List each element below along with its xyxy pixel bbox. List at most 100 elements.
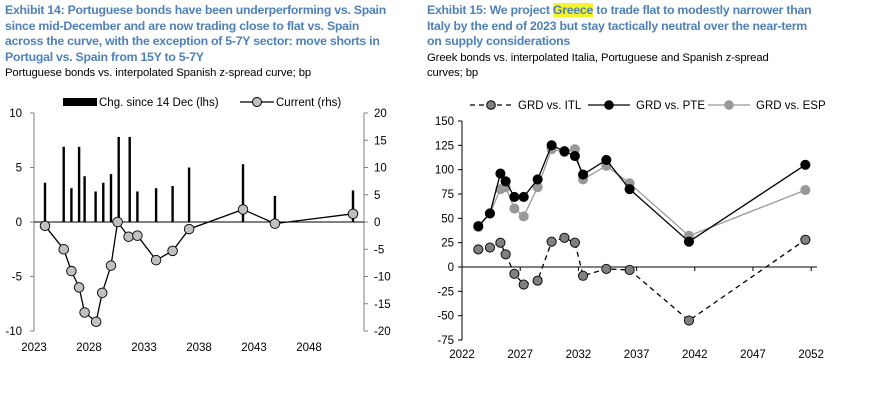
bar <box>43 182 47 222</box>
legend-marker <box>604 100 614 110</box>
exhibit15-title: Exhibit 15: We project Greece to trade f… <box>427 3 812 50</box>
y-tick-label: 50 <box>441 213 454 225</box>
bar <box>117 136 120 222</box>
series-line-0 <box>478 237 806 322</box>
series-point-0 <box>500 249 511 260</box>
title-line: Italy by the end of 2023 but stay tactic… <box>427 18 807 33</box>
bar <box>128 136 131 222</box>
legend-marker <box>486 100 496 110</box>
legend-label: Current (rhs) <box>276 97 341 109</box>
y-tick-label-left: -10 <box>5 326 22 338</box>
x-tick-label: 2032 <box>566 349 592 361</box>
bar <box>136 191 139 222</box>
series-point-2 <box>509 203 520 214</box>
y-tick-label-left: -5 <box>12 272 22 284</box>
legend-label: GRD vs. ESP <box>756 100 826 112</box>
y-tick-label-right: 20 <box>374 108 387 120</box>
series-point-1 <box>500 176 511 187</box>
title-line: Portugal vs. Spain from 15Y to 5-7Y <box>5 49 204 64</box>
legend-swatch-bars <box>63 98 97 106</box>
series-point-1 <box>532 174 543 185</box>
y-tick-label: 150 <box>435 116 454 128</box>
x-tick-label: 2033 <box>131 342 157 354</box>
series-point-0 <box>601 263 612 274</box>
series-point-0 <box>683 315 695 326</box>
legend-marker <box>724 100 734 110</box>
bar <box>154 188 158 222</box>
y-tick-label-right: 15 <box>374 135 387 147</box>
x-tick-label: 2028 <box>76 342 102 354</box>
x-tick-label: 2037 <box>624 349 650 361</box>
series-point-0 <box>559 232 570 243</box>
bar <box>77 146 81 222</box>
x-tick-label: 2043 <box>241 342 267 354</box>
series-point-1 <box>577 169 589 180</box>
subtitle-line: Portuguese bonds vs. interpolated Spanis… <box>5 67 312 79</box>
x-tick-label: 2047 <box>740 349 766 361</box>
series-point-1 <box>569 150 580 162</box>
current-point <box>167 245 178 257</box>
bar <box>62 146 65 222</box>
current-point <box>96 287 108 299</box>
x-tick-label: 2042 <box>682 349 708 361</box>
current-point <box>79 307 90 318</box>
y-tick-label-right: -20 <box>374 326 391 338</box>
title-line: Exhibit 14: Portuguese bonds have been u… <box>5 3 386 17</box>
current-point <box>105 260 117 271</box>
title-text: Exhibit 15: We project <box>427 3 553 17</box>
series-point-0 <box>624 264 635 275</box>
series-point-1 <box>624 184 635 195</box>
series-point-0 <box>569 237 580 248</box>
bar <box>187 167 191 222</box>
series-point-0 <box>509 268 520 279</box>
y-tick-label-right: 0 <box>374 217 380 229</box>
current-point <box>123 231 134 242</box>
series-point-2 <box>800 185 811 196</box>
bar <box>83 176 86 222</box>
y-tick-label-right: -10 <box>374 272 391 284</box>
series-point-1 <box>546 140 557 151</box>
y-tick-label-right: -5 <box>374 244 384 256</box>
y-tick-label: 0 <box>448 262 454 274</box>
current-point <box>132 230 143 241</box>
current-line <box>44 208 354 323</box>
y-tick-label: 25 <box>441 238 454 250</box>
bar <box>273 195 277 222</box>
series-point-0 <box>577 270 589 281</box>
series-point-1 <box>683 236 695 247</box>
current-point <box>112 216 123 228</box>
y-tick-label-right: 5 <box>374 190 380 202</box>
current-point <box>58 243 69 255</box>
series-point-0 <box>473 244 484 255</box>
series-point-2 <box>518 211 529 222</box>
series-point-1 <box>559 146 570 157</box>
exhibit14-title: Exhibit 14: Portuguese bonds have been u… <box>5 3 386 65</box>
subtitle-line: curves; bp <box>427 67 479 79</box>
current-point <box>237 204 249 215</box>
legend-marker <box>252 97 262 107</box>
x-tick-label: 2027 <box>507 349 533 361</box>
y-tick-label-left: 10 <box>9 108 22 120</box>
exhibit14-subtitle: Portuguese bonds vs. interpolated Spanis… <box>5 66 311 81</box>
series-point-0 <box>518 279 529 290</box>
highlighted-word: Greece <box>552 3 594 17</box>
x-tick-label: 2022 <box>449 349 475 361</box>
series-point-0 <box>532 275 543 286</box>
series-point-1 <box>800 159 811 170</box>
current-point <box>269 218 281 229</box>
y-tick-label-left: 5 <box>16 163 22 175</box>
y-tick-label-left: 0 <box>16 217 22 229</box>
current-point <box>39 220 51 232</box>
title-line: across the curve, with the exception of … <box>5 34 380 48</box>
series-point-1 <box>518 191 529 202</box>
x-tick-label: 2038 <box>186 342 212 354</box>
bar <box>102 182 105 222</box>
bar <box>171 186 174 222</box>
current-point <box>90 316 102 327</box>
x-tick-label: 2023 <box>21 342 47 354</box>
legend-label: GRD vs. ITL <box>518 100 582 112</box>
series-point-0 <box>484 242 495 253</box>
title-line: on supply considerations <box>427 34 570 48</box>
current-point <box>66 265 77 277</box>
